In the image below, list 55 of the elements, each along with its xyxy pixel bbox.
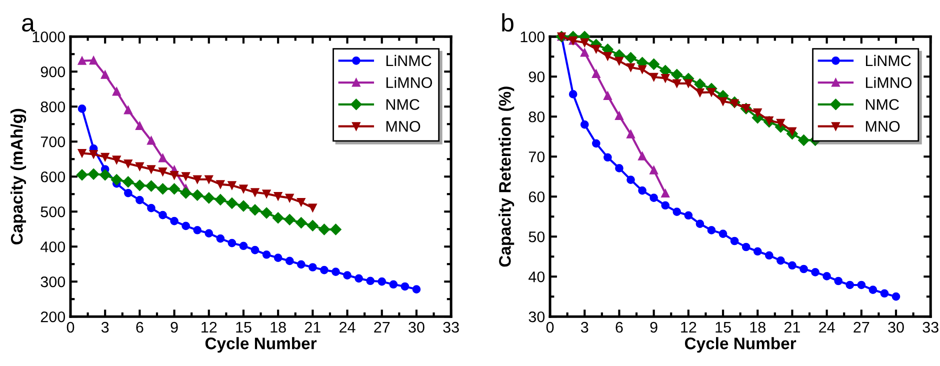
x-tick-label: 6 (616, 322, 623, 333)
y-tick-label: 500 (40, 206, 66, 218)
x-tick-label: 3 (580, 322, 588, 333)
x-tick-label: 27 (374, 322, 390, 333)
x-tick-label: 0 (546, 322, 554, 333)
y-axis-title: Capacity Retention (%) (498, 86, 514, 267)
y-tick-label: 100 (520, 31, 545, 42)
y-tick-label: 300 (40, 276, 66, 288)
y-tick-label: 1000 (32, 31, 66, 42)
x-tick-label: 3 (101, 322, 109, 333)
legend-label: LiMNO (866, 76, 912, 88)
y-tick-label: 800 (40, 101, 66, 112)
x-tick-label: 24 (340, 322, 356, 333)
x-tick-label: 33 (922, 322, 938, 333)
legend-label: MNO (866, 120, 900, 132)
x-tick-label: 12 (202, 322, 217, 333)
x-tick-label: 27 (854, 322, 870, 333)
x-tick-label: 21 (304, 322, 320, 333)
x-tick-label: 6 (136, 322, 144, 333)
x-axis-title: Cycle Number (684, 337, 796, 353)
legend-label: MNO (386, 120, 420, 132)
x-tick-label: 15 (236, 322, 252, 333)
x-tick-label: 24 (819, 322, 835, 333)
y-tick-label: 80 (528, 111, 545, 122)
x-tick-label: 30 (888, 322, 904, 333)
y-tick-label: 60 (528, 191, 545, 202)
legend-label: LiNMC (386, 54, 432, 66)
y-tick-label: 30 (528, 311, 545, 322)
y-tick-label: 900 (40, 66, 66, 78)
y-tick-label: 70 (528, 151, 545, 162)
legend-label: NMC (866, 99, 899, 110)
legend-label: NMC (386, 99, 420, 110)
y-tick-label: 600 (40, 171, 66, 182)
legend-label: LiMNO (386, 76, 432, 88)
x-axis-title: Cycle Number (205, 337, 317, 353)
y-tick-label: 400 (40, 241, 66, 252)
x-tick-label: 9 (170, 322, 178, 333)
y-tick-label: 700 (40, 136, 66, 148)
x-tick-label: 15 (716, 322, 731, 333)
legend-label: LiNMC (866, 54, 911, 66)
y-tick-label: 90 (528, 71, 545, 82)
x-tick-label: 12 (681, 322, 696, 333)
y-tick-label: 50 (528, 231, 545, 242)
chart-title: b (502, 13, 514, 32)
x-tick-label: 33 (443, 322, 459, 333)
x-tick-label: 30 (408, 322, 424, 333)
y-tick-label: 40 (528, 271, 545, 282)
y-tick-label: 200 (40, 311, 66, 322)
x-tick-label: 0 (66, 322, 74, 333)
x-tick-label: 9 (650, 322, 658, 333)
chart-title: a (22, 18, 35, 32)
x-tick-label: 18 (270, 322, 286, 333)
x-tick-label: 18 (750, 322, 766, 333)
x-tick-label: 21 (784, 322, 800, 333)
y-axis-title: Capacity (mAh/g) (10, 108, 26, 244)
